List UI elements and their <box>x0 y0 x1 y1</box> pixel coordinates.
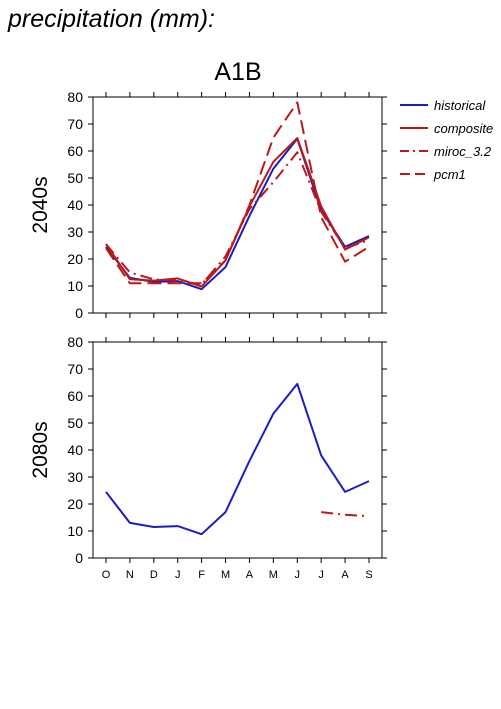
legend-label: miroc_3.2 <box>434 144 492 159</box>
y-tick-label: 40 <box>67 442 83 458</box>
y-tick-label: 60 <box>67 143 83 159</box>
plot-frame <box>92 341 383 559</box>
x-tick-label: M <box>221 569 230 581</box>
x-tick-label: J <box>318 569 324 581</box>
series-line-composite <box>105 137 370 288</box>
y-tick-label: 0 <box>75 550 83 566</box>
x-tick-label: F <box>198 569 205 581</box>
y-tick-label: 30 <box>67 469 83 485</box>
y-tick-label: 10 <box>67 523 83 539</box>
y-tick-label: 80 <box>67 89 83 105</box>
y-tick-label: 10 <box>67 278 83 294</box>
panel-2080s: 0 10 20 30 40 50 60 70 80 2080s <box>29 334 387 566</box>
x-tick-label: A <box>246 569 254 581</box>
series-line-historical <box>105 382 370 536</box>
x-tick-label: J <box>175 569 181 581</box>
series-line-miroc-3-2 <box>105 151 370 286</box>
panel-label: 2040s <box>29 176 52 233</box>
panel-2040s: 0 10 20 30 40 50 60 70 80 2040s <box>29 89 387 321</box>
x-tick-label: S <box>365 569 372 581</box>
legend: historical composite miroc_3.2 pcm1 <box>400 98 493 182</box>
x-tick-label: D <box>150 569 158 581</box>
y-tick-label: 70 <box>67 361 83 377</box>
legend-label: historical <box>434 98 486 113</box>
y-tick-label: 0 <box>75 305 83 321</box>
legend-label: pcm1 <box>433 167 466 182</box>
series-line-pcm1 <box>105 101 370 285</box>
page-title: precipitation (mm): <box>7 5 215 33</box>
y-tick-label: 30 <box>67 224 83 240</box>
legend-label: composite <box>434 121 493 136</box>
y-tick-label: 20 <box>67 251 83 267</box>
series-line-historical <box>105 137 370 291</box>
y-tick-label: 70 <box>67 116 83 132</box>
y-tick-label: 60 <box>67 388 83 404</box>
x-tick-label: M <box>269 569 278 581</box>
y-tick-label: 40 <box>67 197 83 213</box>
x-tick-label: J <box>295 569 301 581</box>
x-tick-label: A <box>341 569 349 581</box>
y-tick-label: 80 <box>67 334 83 350</box>
series-line-miroc-3-2 <box>321 511 370 518</box>
panels: 0 10 20 30 40 50 60 70 80 2040s 0 10 20 30 40 50 60 70 80 2… <box>29 89 387 581</box>
x-tick-label: N <box>126 569 134 581</box>
y-tick-label: 50 <box>67 415 83 431</box>
y-tick-label: 50 <box>67 170 83 186</box>
x-tick-label: O <box>102 569 111 581</box>
scenario-title: A1B <box>214 58 261 86</box>
y-tick-label: 20 <box>67 496 83 512</box>
panel-label: 2080s <box>29 421 52 478</box>
